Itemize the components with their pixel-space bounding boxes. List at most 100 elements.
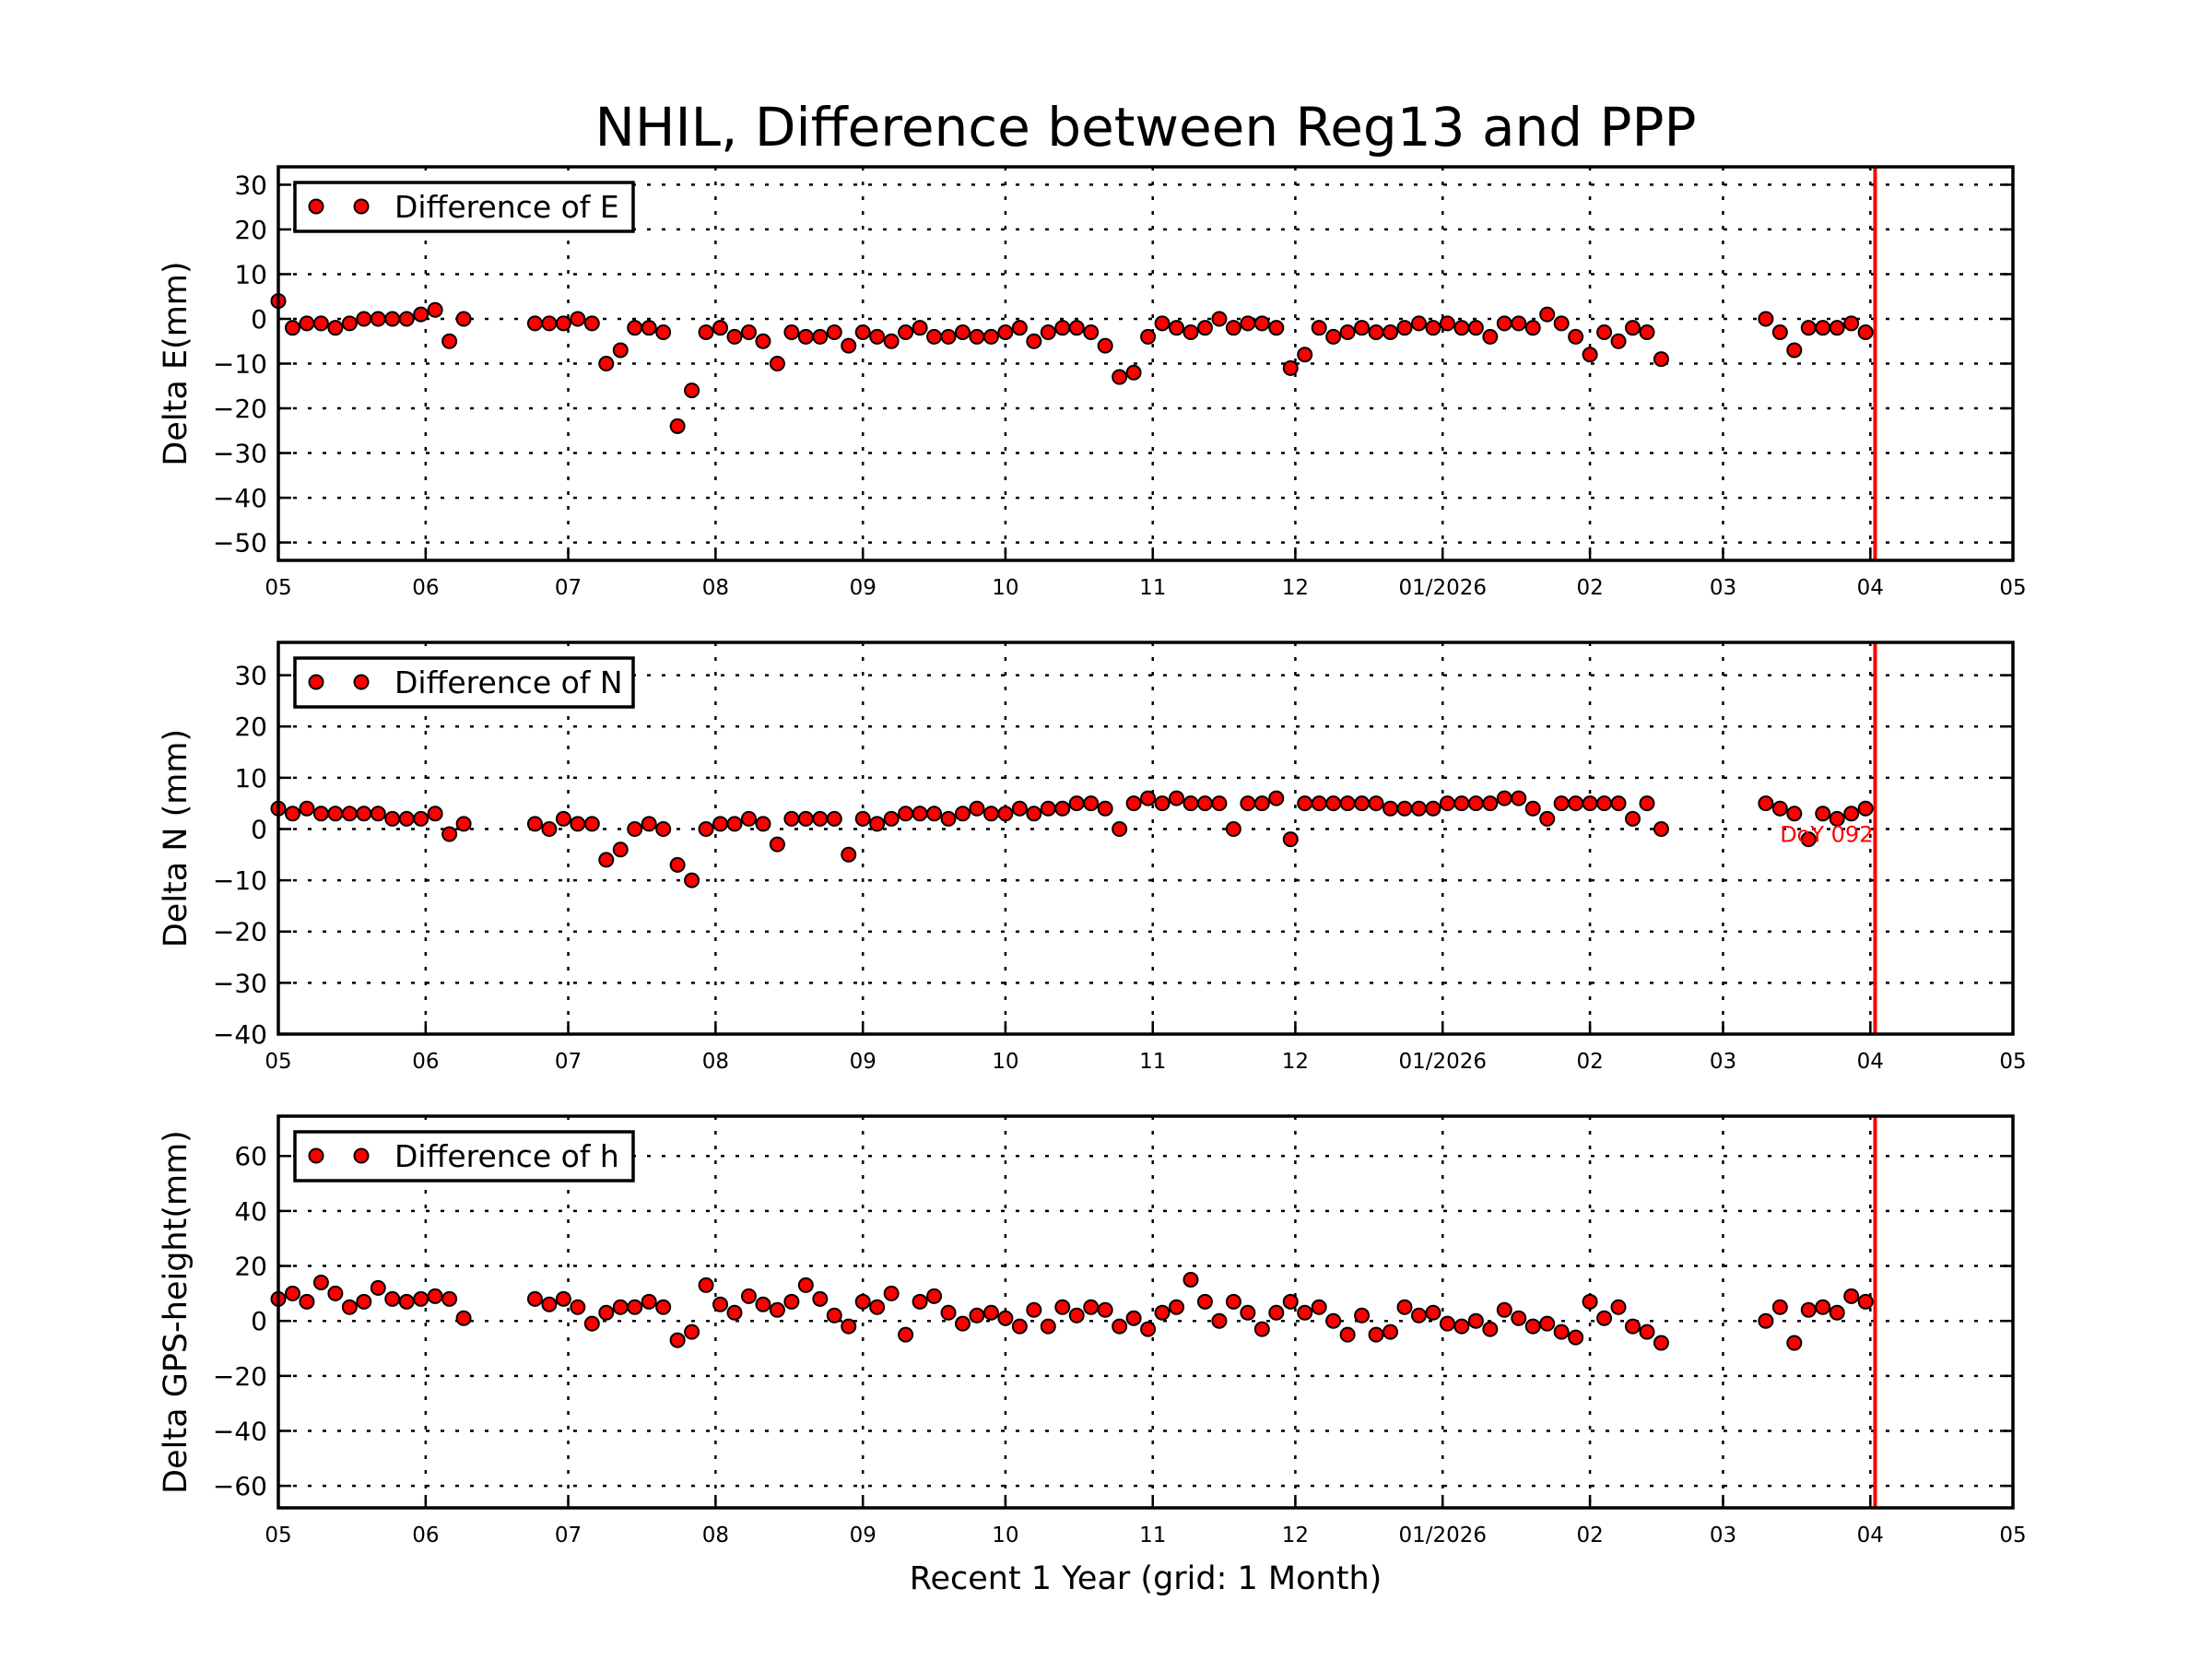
- legend-marker: [308, 674, 324, 690]
- data-point: [356, 806, 372, 822]
- data-point: [1857, 800, 1874, 817]
- data-point: [341, 806, 358, 822]
- y-tick-label: −60: [213, 1471, 267, 1501]
- legend-box: [293, 656, 635, 709]
- x-tick-label: 11: [1139, 1524, 1166, 1547]
- data-point: [712, 320, 729, 336]
- legend-marker: [353, 198, 370, 215]
- data-point: [627, 820, 643, 837]
- data-point: [926, 328, 943, 345]
- data-point: [555, 1290, 571, 1307]
- data-point: [598, 356, 615, 371]
- data-point: [541, 315, 558, 332]
- data-point: [954, 806, 971, 822]
- data-point: [969, 1307, 985, 1324]
- data-point: [1240, 1304, 1256, 1321]
- axes-frame: [276, 641, 2015, 1036]
- data-point: [1154, 795, 1171, 812]
- data-point: [1112, 820, 1128, 837]
- data-point: [1268, 1304, 1285, 1321]
- data-point: [1425, 1304, 1441, 1321]
- data-point: [1539, 810, 1556, 827]
- data-point: [1169, 1299, 1185, 1315]
- data-point: [1843, 315, 1860, 332]
- x-tick-label: 02: [1576, 1524, 1603, 1547]
- data-point: [940, 328, 957, 345]
- data-point: [1439, 315, 1455, 332]
- legend-label: Difference of N: [394, 665, 623, 700]
- data-point: [1524, 800, 1541, 817]
- data-point: [1410, 315, 1427, 332]
- data-point: [812, 810, 829, 827]
- y-tick-label: −40: [213, 1019, 267, 1050]
- data-point: [1169, 790, 1185, 806]
- data-point: [1568, 328, 1584, 345]
- data-point: [1482, 328, 1499, 345]
- data-point: [982, 328, 999, 345]
- x-tick-label: 12: [1282, 1050, 1309, 1074]
- data-point: [1040, 1318, 1056, 1335]
- data-point: [327, 1285, 344, 1301]
- legend-label: Difference of h: [394, 1138, 619, 1174]
- data-point: [1196, 795, 1213, 812]
- data-point: [1596, 1310, 1613, 1326]
- legend-box: [293, 181, 635, 233]
- data-point: [398, 311, 415, 327]
- y-tick-label: −40: [213, 1416, 267, 1446]
- data-point: [1482, 795, 1499, 812]
- data-point: [413, 306, 429, 323]
- data-point: [541, 820, 558, 837]
- data-point: [1653, 351, 1669, 368]
- data-point: [1800, 320, 1817, 336]
- data-point: [1211, 1312, 1228, 1329]
- data-point: [969, 800, 985, 817]
- data-point: [1154, 315, 1171, 332]
- x-tick-label: 03: [1710, 1524, 1736, 1547]
- y-tick-label: −20: [213, 394, 267, 424]
- data-point: [797, 810, 814, 827]
- data-point: [1639, 1324, 1655, 1340]
- data-point: [1786, 342, 1803, 359]
- data-point: [1311, 795, 1327, 812]
- data-point: [1026, 806, 1042, 822]
- data-point: [783, 810, 800, 827]
- x-tick-label: 04: [1857, 576, 1884, 600]
- data-point: [1182, 795, 1199, 812]
- data-point: [1382, 324, 1399, 341]
- data-point: [1282, 1293, 1299, 1310]
- axes-frame: [276, 165, 2015, 562]
- data-point: [1453, 320, 1470, 336]
- data-point: [598, 852, 615, 868]
- data-point: [655, 324, 672, 341]
- legend: Difference of h: [293, 1130, 635, 1182]
- y-tick-label: −40: [213, 483, 267, 513]
- data-point: [1568, 795, 1584, 812]
- data-point: [1253, 795, 1270, 812]
- y-tick-label: 60: [234, 1141, 267, 1171]
- data-point: [1382, 800, 1399, 817]
- data-point: [1011, 800, 1028, 817]
- data-point: [1068, 320, 1085, 336]
- x-tick-label: 04: [1857, 1524, 1884, 1547]
- data-point: [1829, 1304, 1845, 1321]
- data-point: [312, 806, 329, 822]
- data-point: [299, 315, 315, 332]
- data-point: [1639, 324, 1655, 341]
- data-point: [1182, 324, 1199, 341]
- x-tick-label: 09: [850, 1050, 877, 1074]
- data-point: [1771, 324, 1788, 341]
- data-point: [1297, 347, 1313, 363]
- data-point: [1467, 1312, 1484, 1329]
- data-point: [1396, 320, 1413, 336]
- data-point: [1815, 1299, 1831, 1315]
- y-tick-label: −20: [213, 1361, 267, 1392]
- data-point: [1582, 347, 1598, 363]
- data-point: [1786, 806, 1803, 822]
- data-point: [1368, 795, 1384, 812]
- data-point: [898, 806, 914, 822]
- data-point: [1610, 333, 1627, 349]
- data-point: [1225, 1293, 1241, 1310]
- y-axis-label: Delta GPS-height(mm): [158, 1130, 194, 1494]
- legend: Difference of E: [293, 181, 635, 233]
